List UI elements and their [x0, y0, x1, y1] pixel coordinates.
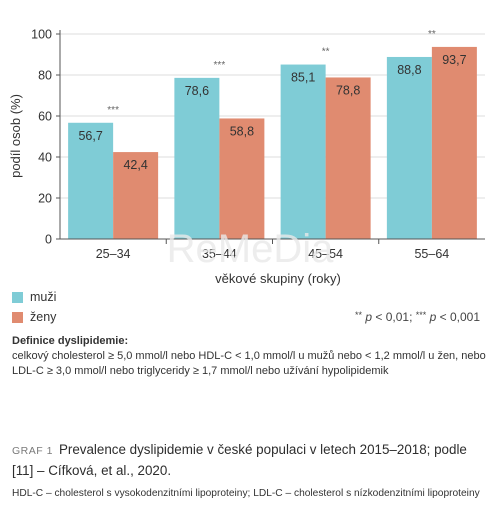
abbreviations-note: HDL-C – cholesterol s vysokodenzitními l… — [12, 488, 480, 499]
y-tick-label: 80 — [38, 69, 52, 83]
bar-zeny — [219, 118, 265, 239]
legend-item-zeny: ženy — [12, 310, 56, 324]
x-tick-label: 35–44 — [202, 247, 237, 261]
y-tick-label: 100 — [31, 28, 52, 42]
sig-text-2: < 0,001 — [436, 310, 480, 324]
x-tick-label: 55–64 — [414, 247, 449, 261]
legend-swatch-zeny — [12, 311, 23, 323]
legend-label-muzi: muži — [30, 290, 57, 304]
bar-zeny — [431, 46, 477, 239]
legend: muži ženy ** p < 0,01; *** p < 0,001 — [12, 288, 488, 328]
bar-zeny — [325, 77, 371, 240]
x-tick-label: 45–54 — [308, 247, 343, 261]
definition-title: Definice dyslipidemie: — [12, 335, 129, 347]
x-tick-label: 25–34 — [96, 247, 131, 261]
data-label: 56,7 — [78, 129, 102, 143]
bars — [68, 46, 477, 240]
significance-marker: *** — [214, 60, 226, 71]
data-label: 93,7 — [442, 53, 466, 67]
legend-swatch-muzi — [12, 291, 23, 303]
significance-marker: ** — [322, 47, 330, 58]
legend-item-muzi: muži — [12, 290, 56, 304]
y-axis-title: podíl osob (%) — [8, 94, 23, 178]
definition-block: Definice dyslipidemie: celkový cholester… — [12, 334, 488, 379]
figure-label: GRAF 1 — [12, 445, 53, 457]
sig-stars-1: ** — [354, 310, 362, 320]
bar-zeny — [113, 152, 159, 239]
figure-caption: GRAF 1 Prevalence dyslipidemie v české po… — [12, 440, 488, 501]
significance-note: ** p < 0,01; *** p < 0,001 — [355, 310, 480, 324]
data-labels: 56,7 42,4 *** 78,6 58,8 *** 85,1 78,8 ** 88,8 93,7… — [78, 29, 466, 172]
p-symbol-2: p — [429, 310, 437, 324]
watermark: ReMeDia — [167, 227, 334, 271]
significance-marker: ** — [428, 29, 436, 40]
bar-chart: 56,7 42,4 *** 78,6 58,8 *** 85,1 78,8 ** 88,8 93,7… — [8, 28, 485, 286]
definition-text: celkový cholesterol ≥ 5,0 mmol/l nebo HD… — [12, 350, 486, 377]
sig-stars-2: *** — [415, 310, 427, 320]
axes: 0 20 40 60 80 100 25–34 35–44 45–54 55–64 — [31, 28, 485, 261]
data-label: 85,1 — [291, 71, 315, 85]
y-tick-label: 0 — [45, 233, 52, 247]
bar-muzi — [174, 77, 220, 240]
data-label: 78,8 — [336, 83, 360, 97]
y-tick-label: 60 — [38, 110, 52, 124]
x-axis-title: věkové skupiny (roky) — [215, 271, 341, 286]
y-tick-label: 20 — [38, 192, 52, 206]
caption-title: Prevalence dyslipidemie v české populaci… — [12, 442, 467, 478]
significance-marker: *** — [107, 105, 119, 116]
bar-muzi — [386, 56, 432, 240]
bar-muzi — [68, 122, 114, 239]
bar-muzi — [280, 64, 326, 239]
y-tick-label: 40 — [38, 151, 52, 165]
caption-title-row: GRAF 1 Prevalence dyslipidemie v české po… — [12, 440, 488, 481]
data-label: 42,4 — [123, 158, 147, 172]
data-label: 88,8 — [397, 63, 421, 77]
legend-label-zeny: ženy — [30, 310, 57, 324]
sig-text-1: < 0,01; — [372, 310, 416, 324]
data-label: 78,6 — [185, 84, 209, 98]
p-symbol-1: p — [365, 310, 373, 324]
data-label: 58,8 — [230, 124, 254, 138]
